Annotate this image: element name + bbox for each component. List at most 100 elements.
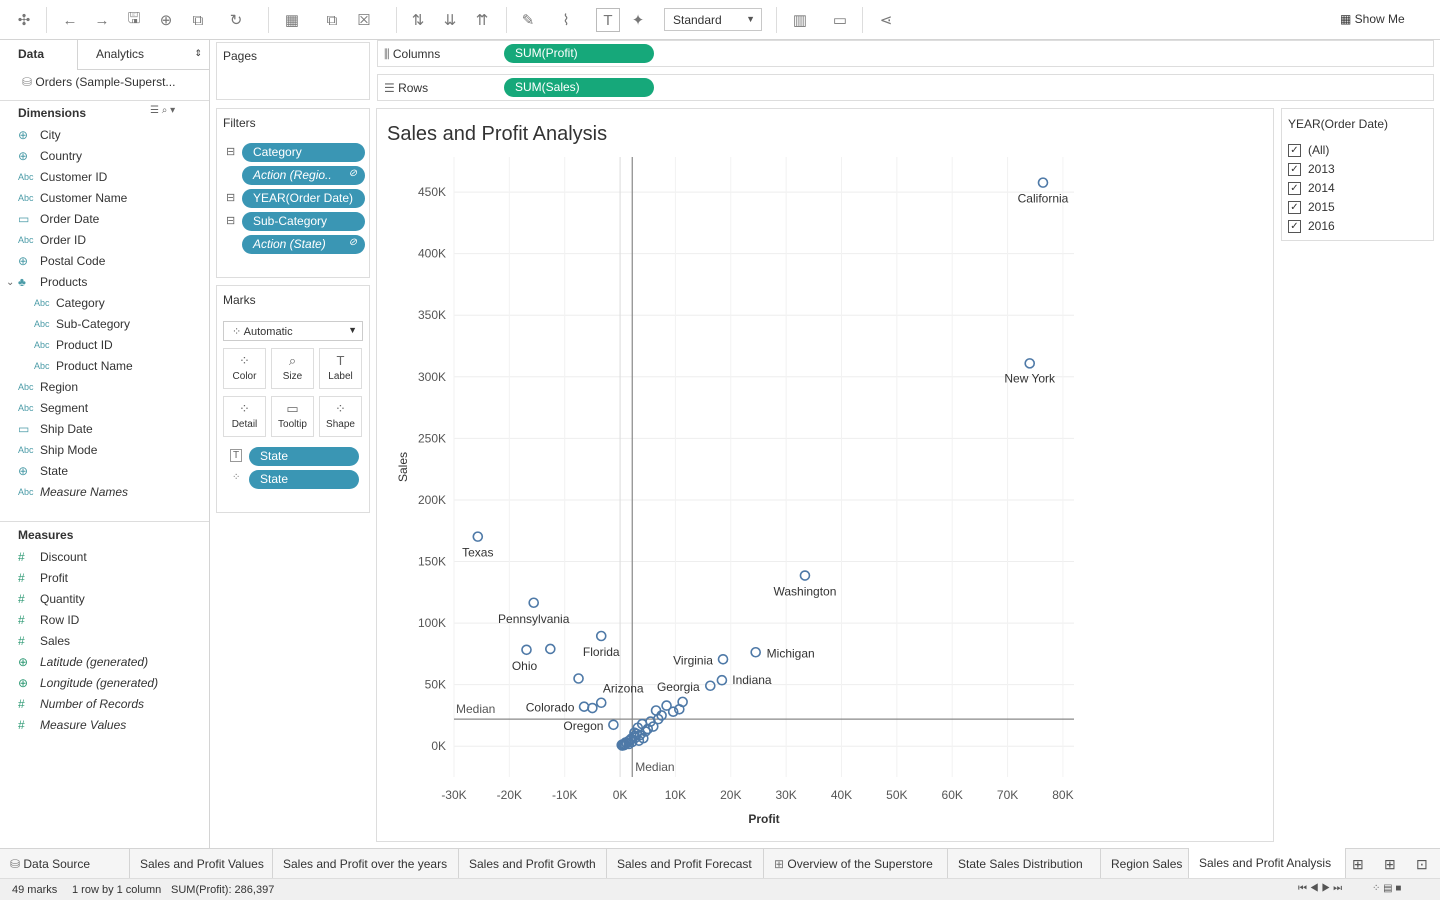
rows-shelf[interactable]: ☰ Rows SUM(Sales) <box>377 74 1434 101</box>
sort-asc-icon[interactable]: ⇊ <box>443 12 457 29</box>
measure-field[interactable]: # Discount <box>18 548 87 566</box>
sheet-tab[interactable]: Region Sales <box>1101 849 1189 879</box>
data-point[interactable] <box>1037 177 1049 188</box>
chevron-down-icon[interactable]: ⌄ <box>6 276 15 288</box>
share-icon[interactable]: ⋖ <box>879 12 893 29</box>
year-checkbox[interactable]: ✓ 2013 <box>1288 162 1335 176</box>
show-cards-icon[interactable]: ▥ <box>792 12 808 29</box>
measure-field[interactable]: # Profit <box>18 569 68 587</box>
sheet-tab[interactable]: ⛁ Data Source <box>0 849 130 879</box>
size-button[interactable]: ⌕ Size <box>271 348 314 389</box>
filter-pill[interactable]: Category <box>242 143 365 162</box>
marks-pill[interactable]: State <box>249 470 359 489</box>
tooltip-button[interactable]: ▭ Tooltip <box>271 396 314 437</box>
filter-pill[interactable]: Action (State) ⊘ <box>242 235 365 254</box>
tab-analytics[interactable]: Analytics ⇕ <box>96 47 202 61</box>
dimension-field[interactable]: Abc Customer Name <box>18 189 127 207</box>
year-checkbox[interactable]: ✓ 2014 <box>1288 181 1335 195</box>
data-point[interactable] <box>573 673 584 684</box>
measure-field[interactable]: # Quantity <box>18 590 85 608</box>
detail-button[interactable]: ⁘ Detail <box>223 396 266 437</box>
pages-shelf[interactable]: Pages <box>216 42 370 100</box>
dimension-field[interactable]: ▭ Ship Date <box>18 420 93 438</box>
dimension-field[interactable]: ⊕ Country <box>18 147 82 165</box>
measure-field[interactable]: ⊕ Latitude (generated) <box>18 653 148 671</box>
data-point[interactable] <box>578 701 590 712</box>
label-button[interactable]: T Label <box>319 348 362 389</box>
undo-icon[interactable]: ← <box>62 11 78 29</box>
save-icon[interactable]: 🖫 <box>127 9 141 27</box>
dimension-field[interactable]: Abc Sub-Category <box>34 315 130 333</box>
filter-pill[interactable]: Action (Regio.. ⊘ <box>242 166 365 185</box>
data-point[interactable] <box>587 702 598 714</box>
year-checkbox[interactable]: ✓ (All) <box>1288 143 1329 157</box>
sheet-tab[interactable]: State Sales Distribution <box>948 849 1101 879</box>
dimension-field[interactable]: Abc Order ID <box>18 231 86 249</box>
data-point[interactable] <box>1024 358 1036 369</box>
data-point[interactable] <box>595 697 607 709</box>
data-point[interactable] <box>528 597 540 609</box>
clear-sheet-icon[interactable]: ☒ <box>357 12 371 29</box>
shape-button[interactable]: ⁘ Shape <box>319 396 362 437</box>
sheet-tab[interactable]: Sales and Profit Growth <box>459 849 607 879</box>
year-checkbox[interactable]: ✓ 2015 <box>1288 200 1335 214</box>
dimension-field[interactable]: Abc Product ID <box>34 336 113 354</box>
data-point[interactable] <box>638 732 649 744</box>
data-point[interactable] <box>634 729 646 741</box>
dimension-field[interactable]: ⌄ ♣ Products <box>6 273 87 291</box>
color-button[interactable]: ⁘ Color <box>223 348 266 389</box>
swap-icon[interactable]: ⇅ <box>411 12 425 29</box>
dimension-field[interactable]: Abc Product Name <box>34 357 133 375</box>
sheet-tab[interactable]: Sales and Profit Analysis <box>1189 848 1346 879</box>
new-dashboard-tab-icon[interactable]: ⊞ <box>1384 856 1396 872</box>
data-point[interactable] <box>667 706 679 718</box>
sheet-tab[interactable]: ⊞ Overview of the Superstore <box>764 849 948 879</box>
dimension-field[interactable]: Abc Ship Mode <box>18 441 97 459</box>
data-point[interactable] <box>642 723 654 735</box>
dimension-field[interactable]: Abc Region <box>18 378 78 396</box>
measure-field[interactable]: # Measure Values <box>18 716 126 734</box>
sheet-nav-icons[interactable]: ⏮ ◀ ▶ ⏭ <box>1298 883 1343 894</box>
fit-select[interactable]: Standard ▼ <box>664 8 762 31</box>
dimension-field[interactable]: ⊕ Postal Code <box>18 252 105 270</box>
sheet-tab[interactable]: Sales and Profit Forecast <box>607 849 764 879</box>
redo-icon[interactable]: → <box>94 11 110 29</box>
dimension-field[interactable]: ⊕ State <box>18 462 68 480</box>
pin-icon[interactable]: ✦ <box>631 12 645 29</box>
dimension-field[interactable]: Abc Segment <box>18 399 88 417</box>
dimension-field[interactable]: Abc Measure Names <box>18 483 128 501</box>
datasource-item[interactable]: ⛁ Orders (Sample-Superst... <box>22 75 175 89</box>
data-point[interactable] <box>650 705 662 716</box>
mark-type-select[interactable]: ⁘ Automatic ▼ <box>223 321 363 341</box>
list-view-icon[interactable]: ☰ ⌕ ▾ <box>150 105 176 116</box>
scatter-chart[interactable]: 0K 50K 100K 150K 200K 250K 300K 350K 400K 450K -30… <box>377 109 1275 843</box>
data-point[interactable] <box>705 680 716 692</box>
data-point[interactable] <box>472 531 484 542</box>
new-datasource-icon[interactable]: ⊕ <box>159 12 173 29</box>
filter-pill[interactable]: YEAR(Order Date) <box>242 189 365 208</box>
year-checkbox[interactable]: ✓ 2016 <box>1288 219 1335 233</box>
marks-pill[interactable]: State <box>249 447 359 466</box>
data-point[interactable] <box>545 643 556 655</box>
new-worksheet-icon[interactable]: ▦ <box>284 12 300 29</box>
new-story-tab-icon[interactable]: ⊡ <box>1416 856 1428 872</box>
duplicate-icon[interactable]: ⧉ <box>326 11 338 29</box>
data-point[interactable] <box>674 703 685 715</box>
data-point[interactable] <box>799 570 811 581</box>
view-toggle-icons[interactable]: ⁘ ▤ ■ <box>1372 883 1402 894</box>
refresh-icon[interactable]: ↻ <box>229 12 243 29</box>
sort-desc-icon[interactable]: ⇈ <box>475 12 489 29</box>
presentation-icon[interactable]: ▭ <box>832 12 848 29</box>
filters-shelf[interactable]: Filters ⊟ Category Action (Regio.. ⊘ ⊟ YEAR(O… <box>216 108 370 278</box>
measure-field[interactable]: # Sales <box>18 632 70 650</box>
dimension-field[interactable]: ⊕ City <box>18 126 61 144</box>
highlight-icon[interactable]: ✎ <box>521 12 535 29</box>
sheet-tab[interactable]: Sales and Profit over the years <box>273 849 459 879</box>
rows-pill[interactable]: SUM(Sales) <box>504 78 654 97</box>
data-point[interactable] <box>716 674 728 686</box>
dimension-field[interactable]: Abc Customer ID <box>18 168 107 186</box>
new-worksheet-tab-icon[interactable]: ⊞ <box>1352 856 1364 872</box>
measure-field[interactable]: # Number of Records <box>18 695 144 713</box>
data-point[interactable] <box>595 630 607 642</box>
tab-data[interactable]: Data <box>0 40 78 70</box>
